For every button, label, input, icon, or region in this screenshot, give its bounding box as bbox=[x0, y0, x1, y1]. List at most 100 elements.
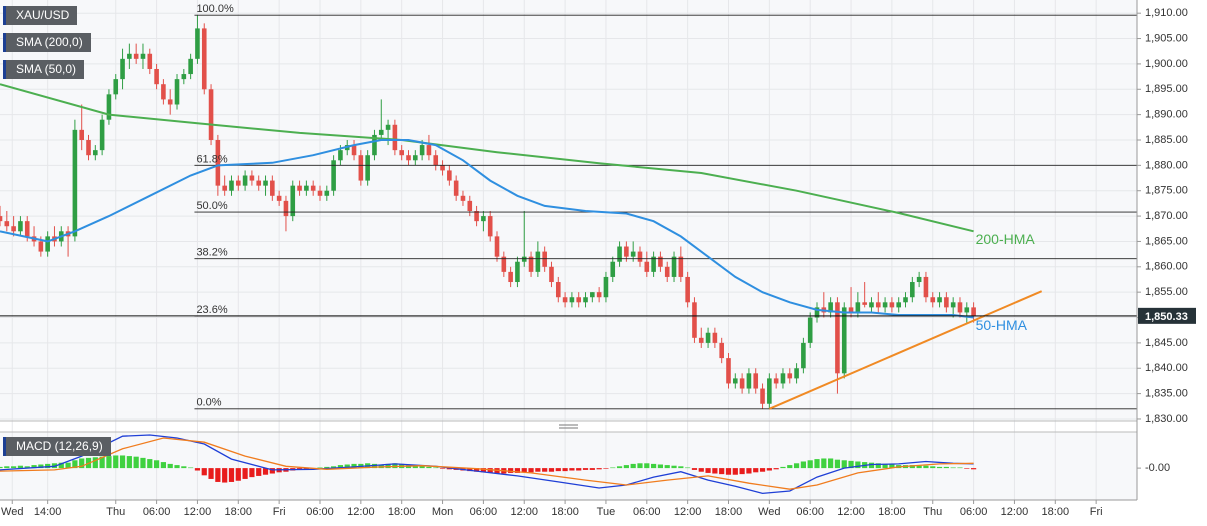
candle-body bbox=[413, 155, 418, 161]
x-tick-label: 12:00 bbox=[1001, 506, 1029, 518]
histogram-bar bbox=[160, 462, 167, 469]
histogram-bar bbox=[623, 465, 629, 469]
x-tick-label: 12:00 bbox=[837, 506, 865, 518]
histogram-bar bbox=[119, 455, 126, 469]
candle-body bbox=[794, 368, 799, 379]
histogram-bar bbox=[242, 468, 248, 479]
histogram-bar bbox=[167, 463, 173, 469]
histogram-bar bbox=[446, 468, 452, 470]
histogram-bar bbox=[0, 466, 3, 469]
histogram-bar bbox=[31, 465, 37, 469]
histogram-bar bbox=[923, 465, 929, 469]
histogram-bar bbox=[685, 467, 691, 469]
candle-body bbox=[481, 216, 486, 222]
x-tick-label: 06:00 bbox=[470, 506, 498, 518]
histogram-bar bbox=[473, 468, 480, 472]
candle-body bbox=[440, 165, 445, 171]
x-tick-label: 06:00 bbox=[633, 506, 661, 518]
candle-body bbox=[535, 251, 541, 272]
histogram-bar bbox=[303, 468, 309, 470]
histogram-bar bbox=[616, 466, 623, 469]
candle-body bbox=[229, 180, 234, 191]
candle-body bbox=[270, 180, 275, 196]
resize-handle[interactable] bbox=[559, 424, 578, 429]
x-tick-label: 18:00 bbox=[878, 506, 906, 518]
candle-body bbox=[841, 307, 847, 374]
histogram-bar bbox=[72, 460, 78, 469]
x-tick-label: 06:00 bbox=[306, 506, 334, 518]
histogram-bar bbox=[535, 468, 541, 472]
histogram-bar bbox=[848, 460, 854, 469]
histogram-bar bbox=[65, 462, 71, 469]
x-tick-label: Tue bbox=[597, 506, 616, 518]
histogram-bar bbox=[780, 466, 786, 469]
candle-body bbox=[658, 256, 663, 267]
candle-body bbox=[807, 317, 813, 343]
candle-body bbox=[910, 282, 915, 298]
histogram-bar bbox=[235, 468, 241, 481]
histogram-bar bbox=[147, 459, 153, 469]
candle-body bbox=[964, 307, 970, 313]
candle-body bbox=[392, 124, 398, 151]
histogram-bar bbox=[79, 458, 85, 469]
histogram-bar bbox=[576, 468, 582, 471]
candle-body bbox=[753, 373, 759, 389]
histogram-bar bbox=[589, 468, 595, 470]
candle-body bbox=[4, 221, 10, 227]
candle-body bbox=[617, 246, 622, 262]
histogram-bar bbox=[45, 463, 51, 469]
histogram-bar bbox=[930, 466, 936, 469]
series-label: 200-HMA bbox=[976, 231, 1036, 247]
histogram-bar bbox=[426, 466, 432, 469]
candle-body bbox=[678, 256, 684, 277]
y-tick-label: 1,910.00 bbox=[1145, 7, 1188, 19]
histogram-bar bbox=[725, 468, 732, 475]
candle-body bbox=[127, 53, 132, 59]
candle-body bbox=[698, 337, 704, 343]
histogram-bar bbox=[739, 468, 745, 475]
histogram-bar bbox=[950, 467, 956, 469]
histogram-bar bbox=[385, 463, 391, 469]
histogram-bar bbox=[875, 463, 881, 469]
candle-body bbox=[433, 155, 439, 166]
candle-body bbox=[201, 28, 207, 90]
histogram-bar bbox=[834, 459, 841, 469]
indicator-tag[interactable]: SMA (50,0) bbox=[3, 60, 85, 79]
histogram-bar bbox=[215, 468, 221, 482]
candle-body bbox=[358, 155, 364, 181]
histogram-bar bbox=[99, 456, 105, 469]
candle-body bbox=[610, 261, 616, 277]
candle-body bbox=[862, 302, 867, 305]
candle-body bbox=[38, 241, 44, 252]
histogram-bar bbox=[671, 465, 677, 469]
symbol-tag[interactable]: XAU/USD bbox=[3, 6, 78, 25]
histogram-bar bbox=[644, 463, 650, 469]
candle-body bbox=[896, 302, 902, 308]
histogram-bar bbox=[889, 464, 895, 469]
histogram-bar bbox=[698, 468, 704, 472]
candle-body bbox=[79, 129, 85, 140]
candle-body bbox=[72, 129, 78, 237]
histogram-bar bbox=[793, 463, 800, 469]
histogram-bar bbox=[964, 468, 970, 469]
indicator-tag[interactable]: SMA (200,0) bbox=[3, 33, 91, 52]
y-tick-label: 1,840.00 bbox=[1145, 362, 1188, 374]
histogram-bar bbox=[664, 465, 670, 469]
axis-labels: 1,910.00 1,905.00 1,900.00 1,895.00 1,890.00… bbox=[1, 7, 1196, 518]
candle-body bbox=[971, 307, 976, 316]
macd-tag[interactable]: MACD (12,26,9) bbox=[3, 437, 111, 456]
y-tick-label: 1,860.00 bbox=[1145, 261, 1188, 273]
y-tick-label: 1,870.00 bbox=[1145, 210, 1188, 222]
candle-body bbox=[603, 276, 609, 298]
histogram-bar bbox=[548, 468, 555, 472]
candle-body bbox=[835, 302, 840, 374]
candle-body bbox=[855, 302, 861, 313]
histogram-bar bbox=[828, 458, 834, 469]
y-tick-label: 1,895.00 bbox=[1145, 83, 1188, 95]
candle-body bbox=[583, 297, 588, 303]
histogram-bar bbox=[17, 465, 24, 469]
candle-body bbox=[875, 302, 881, 308]
y-tick-label: 1,855.00 bbox=[1145, 286, 1188, 298]
histogram-bar bbox=[133, 456, 139, 469]
